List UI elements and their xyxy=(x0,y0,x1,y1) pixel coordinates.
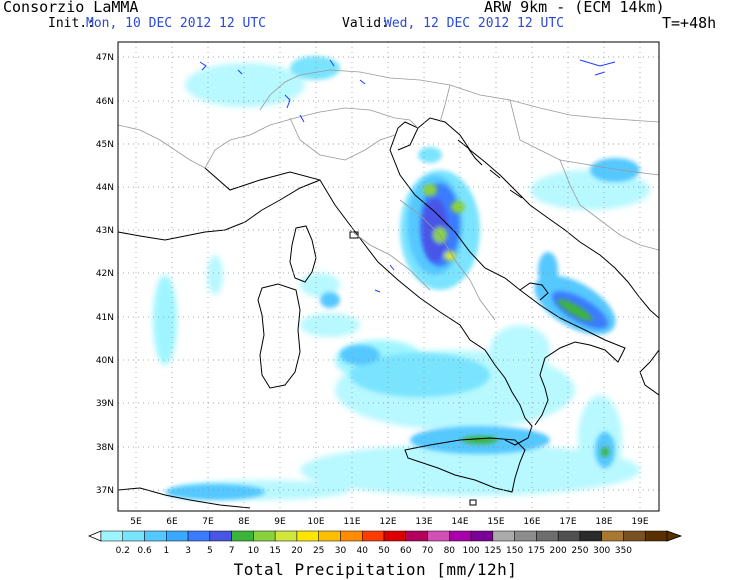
colorbar-tick-label: 60 xyxy=(400,546,412,556)
colorbar-swatch xyxy=(601,530,624,542)
map-frame xyxy=(117,41,660,512)
colorbar-tick-label: 5 xyxy=(207,546,213,556)
lon-label: 12E xyxy=(379,517,396,527)
colorbar-max-arrow xyxy=(666,530,683,542)
colorbar-swatch xyxy=(144,530,167,542)
colorbar-tick-label: 30 xyxy=(335,546,347,556)
lat-label: 45N xyxy=(96,140,114,150)
colorbar-swatch xyxy=(318,530,341,542)
colorbar-ticks: 0.2 0.6 1 3 5 7 10 15 20 25 30 40 50 60 70 80 100 125 150 1… xyxy=(116,546,633,556)
colorbar-swatch xyxy=(557,530,581,542)
colorbar-swatch xyxy=(514,530,537,542)
colorbar-tick-label: 7 xyxy=(229,546,235,556)
colorbar-swatch xyxy=(296,530,319,542)
colorbar-tick-label: 350 xyxy=(615,546,632,556)
coastlines xyxy=(118,117,659,509)
lat-lon-grid xyxy=(118,42,659,511)
colorbar-swatch xyxy=(492,530,515,542)
lon-label: 8E xyxy=(238,517,250,527)
lon-label: 10E xyxy=(307,517,324,527)
lat-label: 41N xyxy=(96,313,114,323)
lat-label: 47N xyxy=(96,53,114,63)
colorbar-swatch xyxy=(470,530,494,542)
lat-label: 40N xyxy=(96,356,114,366)
colorbar-swatch xyxy=(274,530,298,542)
colorbar-tick-label: 3 xyxy=(185,546,191,556)
colorbar-tick-label: 200 xyxy=(550,546,567,556)
colorbar-swatch xyxy=(340,530,363,542)
lat-label: 39N xyxy=(96,399,114,409)
colorbar-tick-label: 80 xyxy=(444,546,456,556)
init-value: Mon, 10 DEC 2012 12 UTC xyxy=(86,16,267,31)
lon-label: 5E xyxy=(130,517,142,527)
lon-label: 7E xyxy=(202,517,214,527)
lon-label: 19E xyxy=(631,517,648,527)
valid-label: Valid: xyxy=(342,16,389,31)
colorbar-swatch xyxy=(166,530,189,542)
colorbar-tick-label: 20 xyxy=(291,546,303,556)
lon-label: 6E xyxy=(166,517,178,527)
colorbar-tick-label: 100 xyxy=(462,546,479,556)
colorbar-min-arrow xyxy=(87,530,102,542)
init-label: Init.: xyxy=(48,16,95,31)
borders xyxy=(118,69,659,321)
lead-time: T=+48h xyxy=(662,14,717,32)
colorbar-tick-label: 1 xyxy=(163,546,169,556)
lat-label: 37N xyxy=(96,486,114,496)
colorbar-swatch xyxy=(427,530,450,542)
colorbar-tick-label: 70 xyxy=(422,546,434,556)
colorbar-tick-label: 40 xyxy=(357,546,369,556)
lon-label: 15E xyxy=(487,517,504,527)
lon-label: 16E xyxy=(523,517,540,527)
colorbar-swatch xyxy=(209,530,232,542)
colorbar xyxy=(87,530,683,542)
lat-label: 44N xyxy=(96,183,114,193)
colorbar-swatch xyxy=(536,530,559,542)
precipitation-field xyxy=(153,56,650,500)
colorbar-tick-label: 150 xyxy=(506,546,523,556)
lat-label: 38N xyxy=(96,443,114,453)
lon-label: 18E xyxy=(595,517,612,527)
lon-label: 14E xyxy=(451,517,468,527)
colorbar-tick-label: 25 xyxy=(313,546,324,556)
map-background xyxy=(118,42,659,511)
colorbar-swatch xyxy=(100,530,124,542)
colorbar-swatch xyxy=(579,530,602,542)
colorbar-tick-label: 0.6 xyxy=(137,546,152,556)
colorbar-swatch xyxy=(623,530,646,542)
lon-label: 17E xyxy=(559,517,576,527)
valid-value: Wed, 12 DEC 2012 12 UTC xyxy=(384,16,565,31)
model-title: ARW 9km - (ECM 14km) xyxy=(484,0,665,16)
lon-label: 9E xyxy=(274,517,286,527)
colorbar-swatch xyxy=(383,530,407,542)
org-title: Consorzio LaMMA xyxy=(3,0,139,16)
colorbar-swatch xyxy=(231,530,254,542)
lon-label: 13E xyxy=(415,517,432,527)
colorbar-swatch xyxy=(122,530,145,542)
colorbar-title: Total Precipitation [mm/12h] xyxy=(233,560,518,579)
colorbar-swatch xyxy=(644,530,668,542)
colorbar-tick-label: 175 xyxy=(528,546,545,556)
lat-labels: 47N 46N 45N 44N 43N 42N 41N 40N 39N 38N … xyxy=(96,53,114,496)
lon-labels: 5E 6E 7E 8E 9E 10E 11E 12E 13E 14E 15E 1… xyxy=(130,517,649,527)
colorbar-tick-label: 125 xyxy=(484,546,501,556)
lakes xyxy=(199,59,616,293)
colorbar-tick-label: 50 xyxy=(378,546,390,556)
lat-label: 43N xyxy=(96,226,114,236)
lat-label: 46N xyxy=(96,97,114,107)
lat-label: 42N xyxy=(96,269,114,279)
colorbar-swatch xyxy=(253,530,276,542)
colorbar-tick-label: 250 xyxy=(571,546,588,556)
colorbar-tick-label: 10 xyxy=(248,546,260,556)
colorbar-tick-label: 15 xyxy=(269,546,280,556)
colorbar-swatch xyxy=(449,530,472,542)
colorbar-swatch xyxy=(405,530,428,542)
colorbar-swatch xyxy=(361,530,385,542)
colorbar-tick-label: 300 xyxy=(593,546,610,556)
colorbar-swatch xyxy=(187,530,211,542)
colorbar-tick-label: 0.2 xyxy=(116,546,130,556)
lon-label: 11E xyxy=(343,517,360,527)
